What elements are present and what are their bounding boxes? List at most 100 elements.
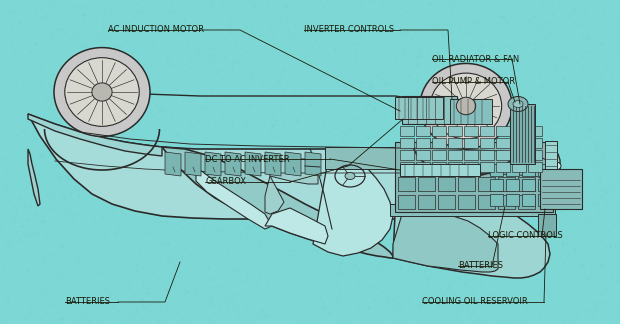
Bar — [528, 162, 542, 172]
Polygon shape — [548, 152, 560, 196]
Bar — [416, 126, 430, 136]
Polygon shape — [28, 114, 162, 156]
Polygon shape — [162, 147, 393, 258]
Text: BATTERIES: BATTERIES — [65, 297, 110, 307]
Polygon shape — [265, 176, 284, 214]
Polygon shape — [285, 152, 301, 176]
Ellipse shape — [551, 178, 561, 186]
Bar — [545, 141, 557, 169]
Text: GEARBOX: GEARBOX — [205, 178, 246, 187]
Bar — [538, 179, 551, 191]
Text: LOGIC CONTROLS: LOGIC CONTROLS — [488, 232, 563, 240]
Bar — [480, 150, 494, 160]
Bar — [398, 177, 415, 191]
Ellipse shape — [345, 172, 355, 179]
Text: AC INDUCTION MOTOR: AC INDUCTION MOTOR — [108, 26, 204, 34]
Bar — [395, 142, 553, 212]
Bar — [464, 162, 478, 172]
Polygon shape — [196, 167, 272, 229]
Bar — [528, 126, 542, 136]
Bar — [480, 138, 494, 148]
Bar — [416, 150, 430, 160]
Bar — [432, 126, 446, 136]
Bar — [506, 164, 519, 176]
Bar — [496, 126, 510, 136]
Bar — [498, 195, 515, 209]
Bar — [512, 150, 526, 160]
Bar — [540, 169, 582, 209]
Bar — [432, 162, 446, 172]
Polygon shape — [393, 206, 550, 278]
Bar — [390, 204, 555, 216]
Bar — [438, 195, 455, 209]
Bar — [402, 96, 457, 124]
Bar — [490, 179, 503, 191]
Bar — [464, 138, 478, 148]
Bar — [448, 126, 462, 136]
Bar — [464, 150, 478, 160]
Text: BATTERIES: BATTERIES — [458, 261, 503, 271]
Bar — [458, 177, 475, 191]
Bar — [458, 195, 475, 209]
Bar — [512, 138, 526, 148]
Bar — [538, 194, 551, 206]
Bar — [400, 150, 414, 160]
Polygon shape — [225, 152, 241, 176]
Polygon shape — [265, 152, 281, 176]
Bar — [496, 150, 510, 160]
Bar — [538, 214, 556, 236]
Bar — [538, 164, 551, 176]
Bar — [480, 126, 494, 136]
Bar — [518, 177, 535, 191]
Bar — [432, 150, 446, 160]
Bar — [478, 177, 495, 191]
Bar — [522, 164, 535, 176]
Polygon shape — [185, 152, 201, 176]
Text: OIL PUMP & MOTOR: OIL PUMP & MOTOR — [432, 77, 515, 87]
Ellipse shape — [65, 58, 140, 126]
Bar — [418, 195, 435, 209]
Polygon shape — [265, 208, 328, 244]
Bar — [490, 194, 503, 206]
Bar — [522, 194, 535, 206]
Polygon shape — [313, 149, 393, 256]
Bar — [528, 150, 542, 160]
Bar — [400, 162, 414, 172]
Polygon shape — [28, 149, 40, 206]
Bar — [325, 147, 395, 169]
Polygon shape — [393, 209, 498, 272]
Polygon shape — [165, 152, 181, 176]
Polygon shape — [245, 152, 261, 176]
Ellipse shape — [420, 64, 512, 148]
Bar — [416, 162, 430, 172]
Text: INVERTER CONTROLS: INVERTER CONTROLS — [304, 26, 394, 34]
Ellipse shape — [513, 100, 523, 108]
Text: COOLING OIL RESERVOIR: COOLING OIL RESERVOIR — [422, 297, 528, 307]
Text: DC TO AC INVERTER: DC TO AC INVERTER — [205, 155, 290, 164]
Polygon shape — [268, 159, 318, 184]
Bar — [528, 138, 542, 148]
Text: OIL RADIATOR & FAN: OIL RADIATOR & FAN — [432, 54, 520, 64]
Ellipse shape — [456, 97, 476, 115]
Polygon shape — [28, 114, 550, 219]
Bar — [498, 177, 515, 191]
Bar — [464, 126, 478, 136]
Bar — [480, 162, 494, 172]
Bar — [438, 177, 455, 191]
Polygon shape — [305, 152, 321, 176]
Bar — [506, 194, 519, 206]
Bar — [448, 150, 462, 160]
Bar — [518, 195, 535, 209]
Bar — [418, 177, 435, 191]
Bar — [400, 138, 414, 148]
Bar — [450, 99, 492, 124]
Bar — [448, 138, 462, 148]
Polygon shape — [205, 152, 221, 176]
Bar — [400, 126, 414, 136]
Bar — [400, 164, 480, 176]
Bar — [522, 179, 535, 191]
Bar — [510, 104, 535, 164]
Bar — [448, 162, 462, 172]
Bar — [432, 138, 446, 148]
Bar — [496, 138, 510, 148]
